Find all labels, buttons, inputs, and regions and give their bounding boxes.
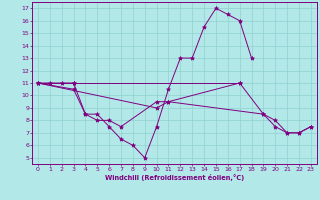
X-axis label: Windchill (Refroidissement éolien,°C): Windchill (Refroidissement éolien,°C): [105, 174, 244, 181]
